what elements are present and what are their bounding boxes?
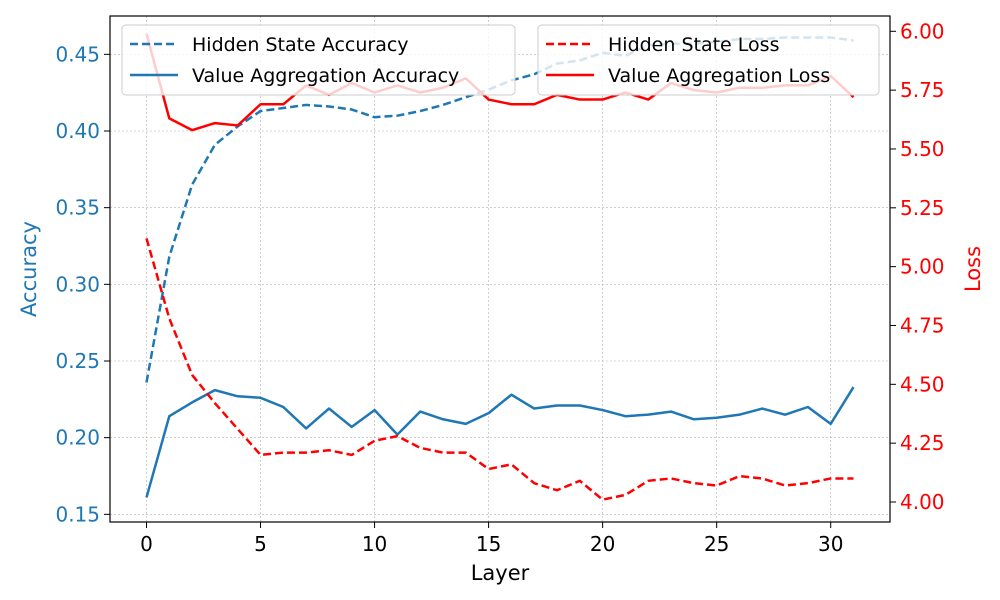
y-right-tick-label: 6.00 xyxy=(900,19,945,43)
y-left-tick-label: 0.30 xyxy=(55,272,100,296)
y-right-tick-label: 5.25 xyxy=(900,196,945,220)
x-tick-label: 0 xyxy=(140,532,153,556)
y-left-tick-label: 0.20 xyxy=(55,426,100,450)
x-tick-label: 20 xyxy=(590,532,615,556)
legend-label: Value Aggregation Accuracy xyxy=(192,65,459,87)
series-line-hidden-state-loss xyxy=(145,238,854,501)
x-tick-label: 10 xyxy=(362,532,387,556)
legends: Hidden State Accuracy Value Aggregation A… xyxy=(121,24,880,96)
y-left-tick-label: 0.15 xyxy=(55,502,100,526)
y-right-tick-label: 5.50 xyxy=(900,137,945,161)
x-tick-label: 30 xyxy=(818,532,843,556)
x-tick-label: 5 xyxy=(254,532,267,556)
y-axis-left: 0.15 0.20 0.25 0.30 0.35 0.40 0.45 xyxy=(55,42,110,526)
y-axis-right-label: Loss xyxy=(961,246,985,292)
legend-top-left: Hidden State Accuracy Value Aggregation A… xyxy=(121,24,516,96)
y-right-tick-label: 4.50 xyxy=(900,372,945,396)
plot-frame xyxy=(109,15,891,523)
y-left-tick-label: 0.40 xyxy=(55,119,100,143)
y-left-tick-label: 0.45 xyxy=(55,42,100,66)
x-axis-label: Layer xyxy=(471,561,530,585)
legend-label: Value Aggregation Loss xyxy=(608,65,830,87)
legend-label: Hidden State Accuracy xyxy=(192,34,409,56)
x-axis: 0 5 10 15 20 25 30 xyxy=(140,522,843,556)
y-axis-left-label: Accuracy xyxy=(17,221,41,317)
series-line-value-aggregation-accuracy xyxy=(145,386,855,498)
y-axis-right: 4.00 4.25 4.50 4.75 5.00 5.25 5.50 5.75 6.00 xyxy=(890,19,945,514)
legend-label: Hidden State Loss xyxy=(608,34,779,56)
y-right-tick-label: 4.25 xyxy=(900,431,945,455)
y-left-tick-label: 0.25 xyxy=(55,349,100,373)
x-tick-label: 15 xyxy=(476,532,501,556)
y-right-tick-label: 4.00 xyxy=(900,490,945,514)
x-tick-label: 25 xyxy=(704,532,729,556)
legend-box xyxy=(537,24,880,96)
y-left-tick-label: 0.35 xyxy=(55,196,100,220)
y-right-tick-label: 5.75 xyxy=(900,78,945,102)
y-right-tick-label: 5.00 xyxy=(900,255,945,279)
legend-top-right: Hidden State Loss Value Aggregation Loss xyxy=(537,24,880,96)
legend-box xyxy=(121,24,516,96)
y-right-tick-label: 4.75 xyxy=(900,313,945,337)
